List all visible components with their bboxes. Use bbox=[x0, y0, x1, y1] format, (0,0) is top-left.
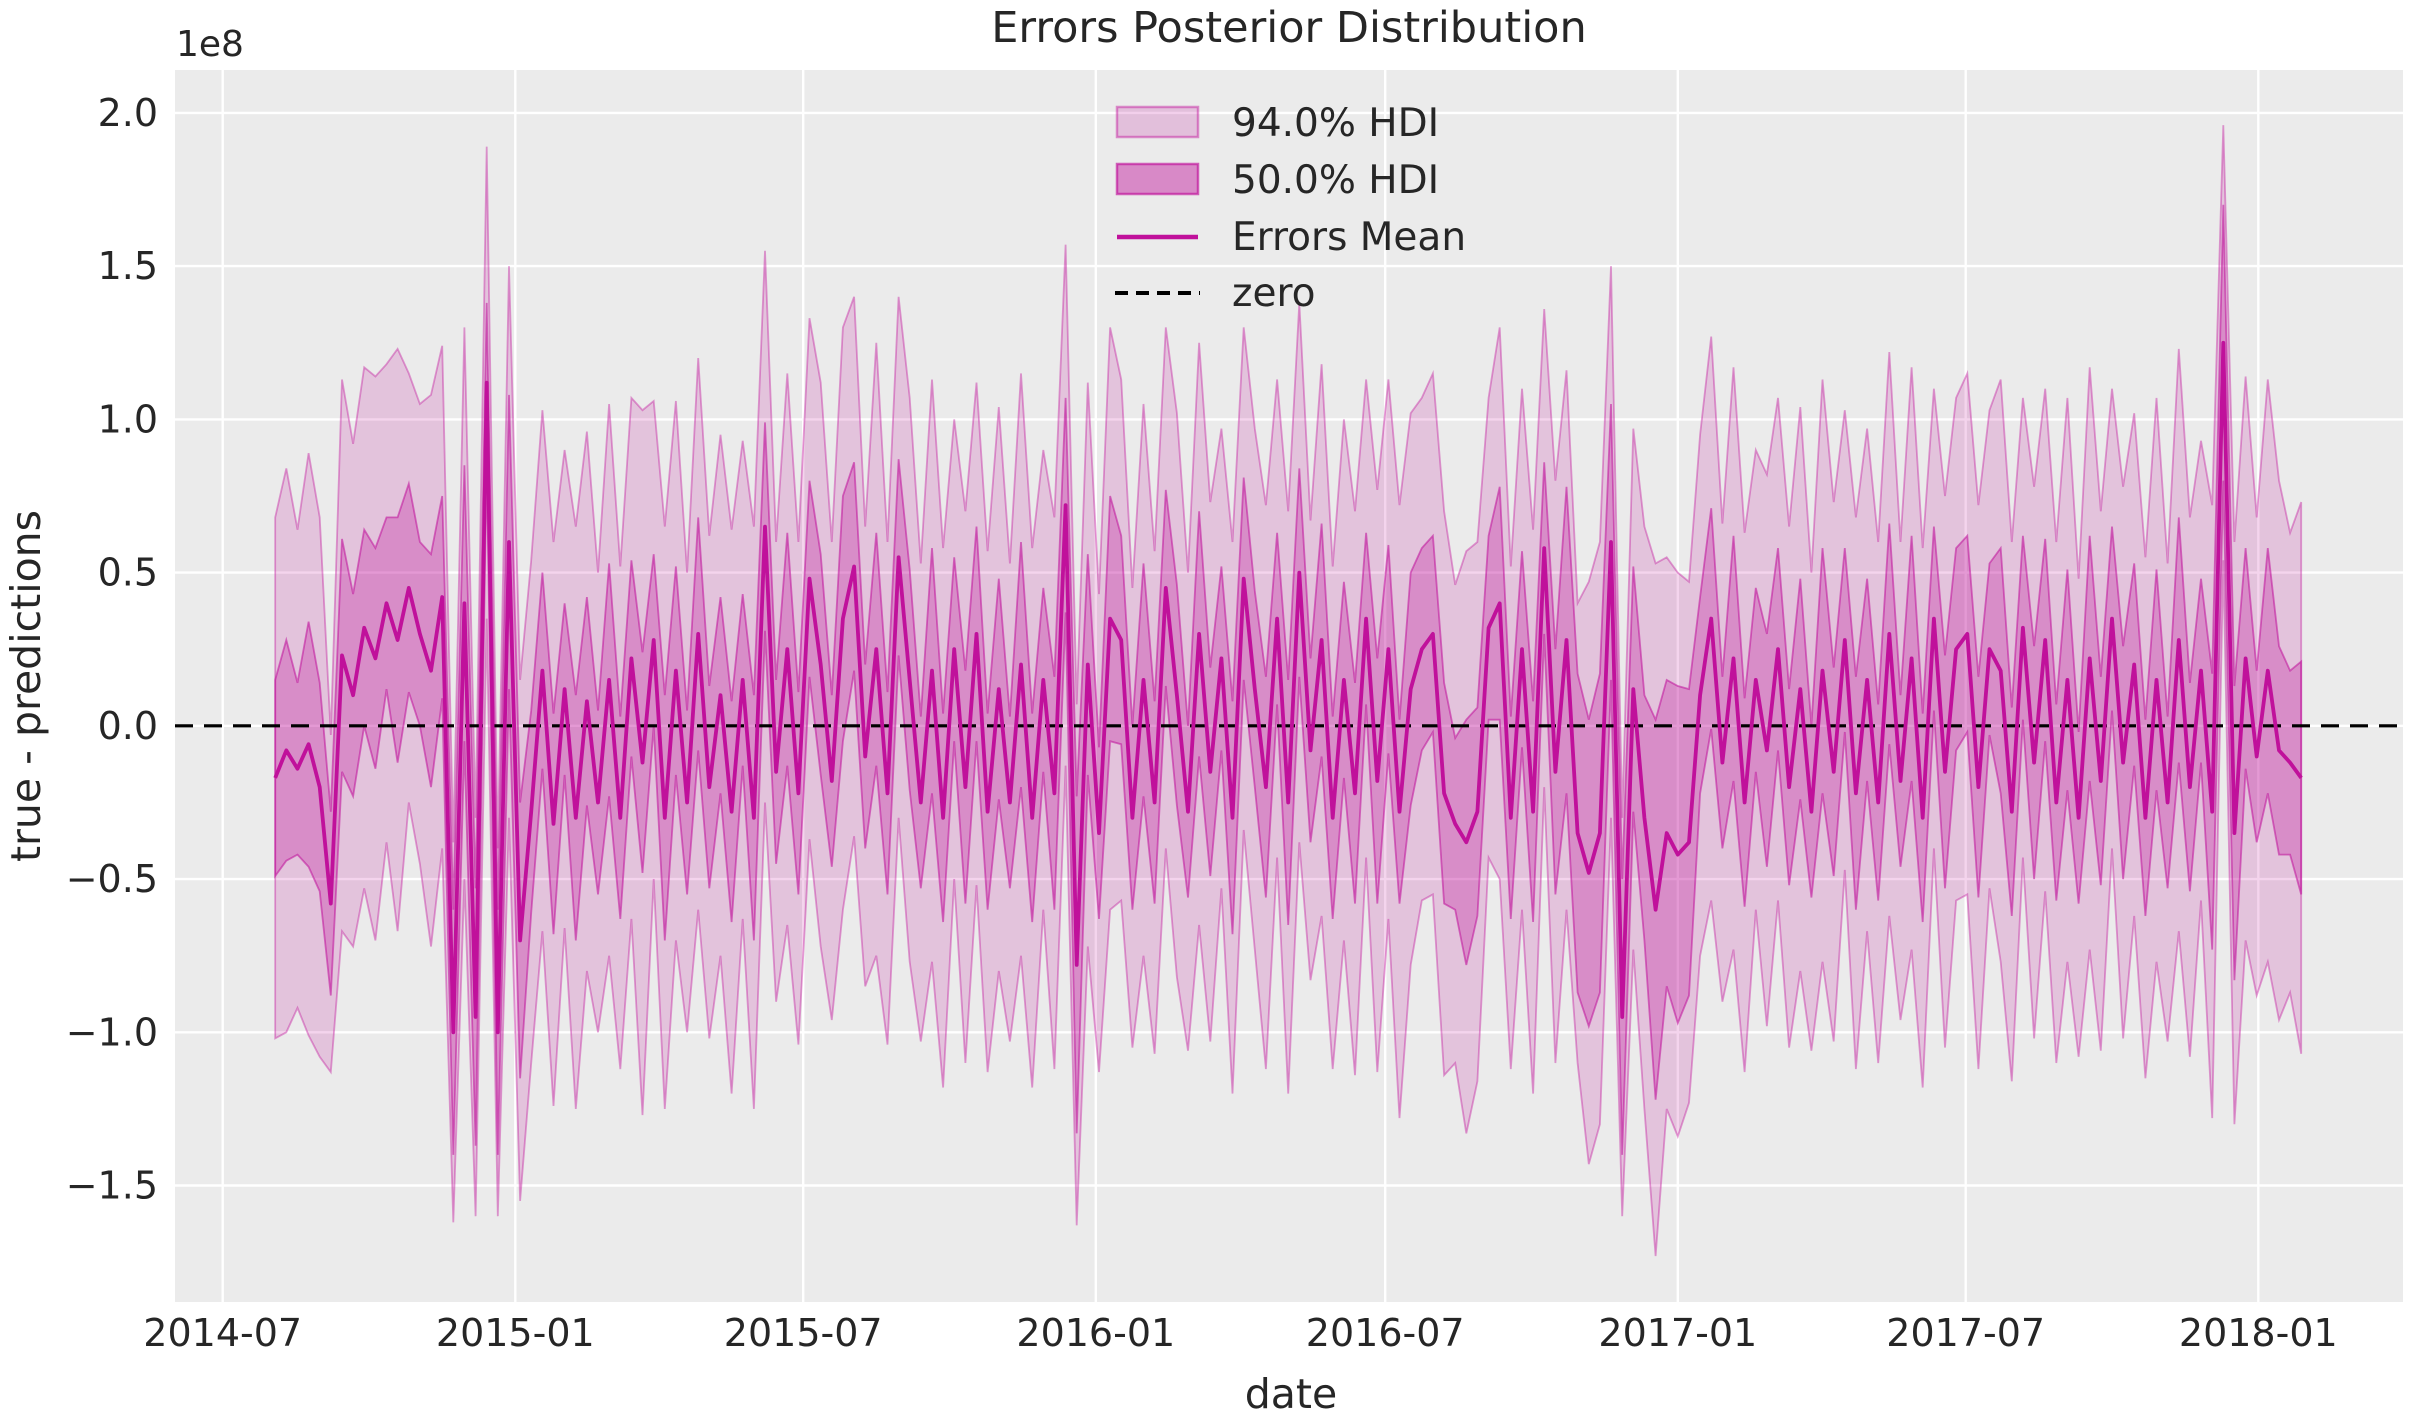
hdi94-swatch-icon bbox=[1115, 105, 1200, 139]
hdi-94-band bbox=[274, 125, 2303, 1257]
y-tick-label: 2.0 bbox=[98, 91, 158, 135]
x-tick-label: 2015-07 bbox=[724, 1311, 883, 1355]
x-tick-label: 2016-01 bbox=[1016, 1311, 1175, 1355]
hdi-50-band bbox=[274, 204, 2303, 1155]
y-tick-label: −1.0 bbox=[66, 1010, 158, 1054]
x-tick-label: 2017-07 bbox=[1886, 1311, 2045, 1355]
y-tick-label: 0.5 bbox=[98, 551, 158, 595]
legend-item-hdi94: 94.0% HDI bbox=[1115, 101, 1439, 146]
errors-mean-line bbox=[273, 340, 2303, 1035]
axes-background bbox=[175, 70, 2403, 1302]
y-tick-label: 0.0 bbox=[98, 704, 158, 748]
x-tick-label: 2016-07 bbox=[1306, 1311, 1465, 1355]
hdi50-swatch-icon bbox=[1115, 162, 1200, 196]
y-tick-label: 1.0 bbox=[98, 397, 158, 441]
legend-label: Errors Mean bbox=[1232, 215, 1466, 260]
legend-item-zero: zero bbox=[1115, 271, 1316, 316]
x-tick-label: 2017-01 bbox=[1598, 1311, 1757, 1355]
y-tick-label: −0.5 bbox=[66, 857, 158, 901]
legend-label: 94.0% HDI bbox=[1232, 101, 1439, 146]
hdi-bands bbox=[274, 125, 2303, 1257]
x-tick-label: 2018-01 bbox=[2179, 1311, 2338, 1355]
y-tick-label: −1.5 bbox=[66, 1164, 158, 1208]
legend-item-hdi50: 50.0% HDI bbox=[1115, 158, 1439, 203]
mean-line-group bbox=[273, 340, 2303, 1035]
legend-label: zero bbox=[1232, 271, 1316, 316]
y-axis-label: true - predictions bbox=[2, 510, 50, 862]
legend-item-errors-mean: Errors Mean bbox=[1117, 215, 1466, 260]
y-tick-labels: 2.0 1.5 1.0 0.5 0.0 −0.5 −1.0 −1.5 bbox=[66, 91, 158, 1208]
chart-title: Errors Posterior Distribution bbox=[991, 3, 1586, 53]
x-tick-label: 2014-07 bbox=[143, 1311, 302, 1355]
x-axis-label: date bbox=[1245, 1370, 1337, 1418]
y-axis-offset-text: 1e8 bbox=[176, 24, 244, 65]
x-tick-labels: 2014-07 2015-01 2015-07 2016-01 2016-07 2017-… bbox=[143, 1311, 2337, 1355]
legend: 94.0% HDI 50.0% HDI Errors Mean zero bbox=[1115, 101, 1466, 316]
legend-label: 50.0% HDI bbox=[1232, 158, 1439, 203]
x-tick-label: 2015-01 bbox=[436, 1311, 595, 1355]
y-tick-label: 1.5 bbox=[98, 244, 158, 288]
